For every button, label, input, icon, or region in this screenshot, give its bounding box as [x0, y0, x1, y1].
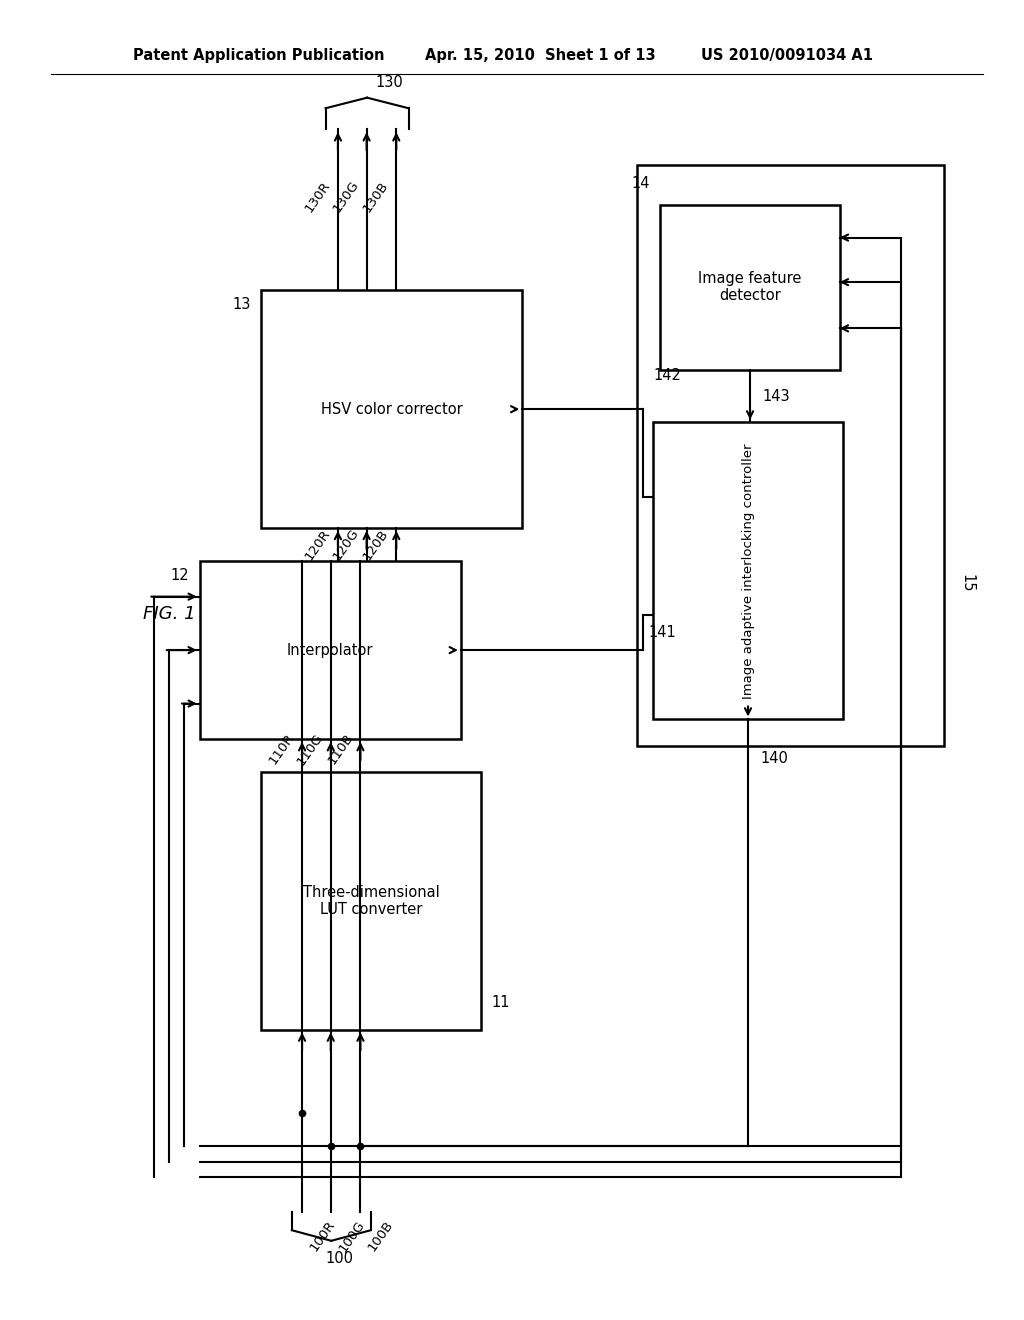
Bar [261, 772, 481, 1030]
Text: 110R: 110R [266, 731, 297, 767]
Text: 142: 142 [653, 368, 681, 383]
Bar [637, 165, 944, 746]
Text: 130G: 130G [331, 178, 361, 215]
Text: 13: 13 [232, 297, 251, 312]
Text: Patent Application Publication: Patent Application Publication [133, 48, 385, 63]
Text: 110B: 110B [325, 731, 355, 767]
Text: 120G: 120G [331, 527, 361, 562]
Text: Interpolator: Interpolator [287, 643, 374, 657]
Text: Image adaptive interlocking controller: Image adaptive interlocking controller [741, 444, 755, 698]
Text: 110G: 110G [295, 731, 326, 767]
Text: 140: 140 [760, 751, 788, 767]
Bar [653, 422, 843, 719]
Text: 130B: 130B [360, 178, 391, 215]
Text: 130R: 130R [302, 178, 333, 215]
Text: Three-dimensional
LUT converter: Three-dimensional LUT converter [303, 884, 439, 917]
Text: 100G: 100G [336, 1218, 367, 1255]
Text: HSV color corrector: HSV color corrector [321, 401, 463, 417]
Text: Apr. 15, 2010  Sheet 1 of 13: Apr. 15, 2010 Sheet 1 of 13 [425, 48, 655, 63]
Text: 11: 11 [492, 995, 510, 1010]
Text: 130: 130 [376, 75, 403, 90]
Text: 100R: 100R [307, 1218, 338, 1254]
Text: 14: 14 [632, 177, 650, 191]
Bar [660, 205, 840, 370]
Text: 100: 100 [326, 1251, 353, 1266]
Text: 143: 143 [762, 388, 790, 404]
Text: US 2010/0091034 A1: US 2010/0091034 A1 [701, 48, 873, 63]
Text: 120B: 120B [360, 527, 391, 562]
Text: 120R: 120R [302, 527, 333, 562]
Text: 141: 141 [648, 626, 676, 640]
Bar [200, 561, 461, 739]
Text: 15: 15 [959, 574, 975, 593]
Text: Image feature
detector: Image feature detector [698, 271, 802, 304]
Text: 100B: 100B [366, 1218, 396, 1254]
Bar [261, 290, 522, 528]
Text: FIG. 1: FIG. 1 [143, 605, 196, 623]
Text: 12: 12 [171, 568, 189, 582]
